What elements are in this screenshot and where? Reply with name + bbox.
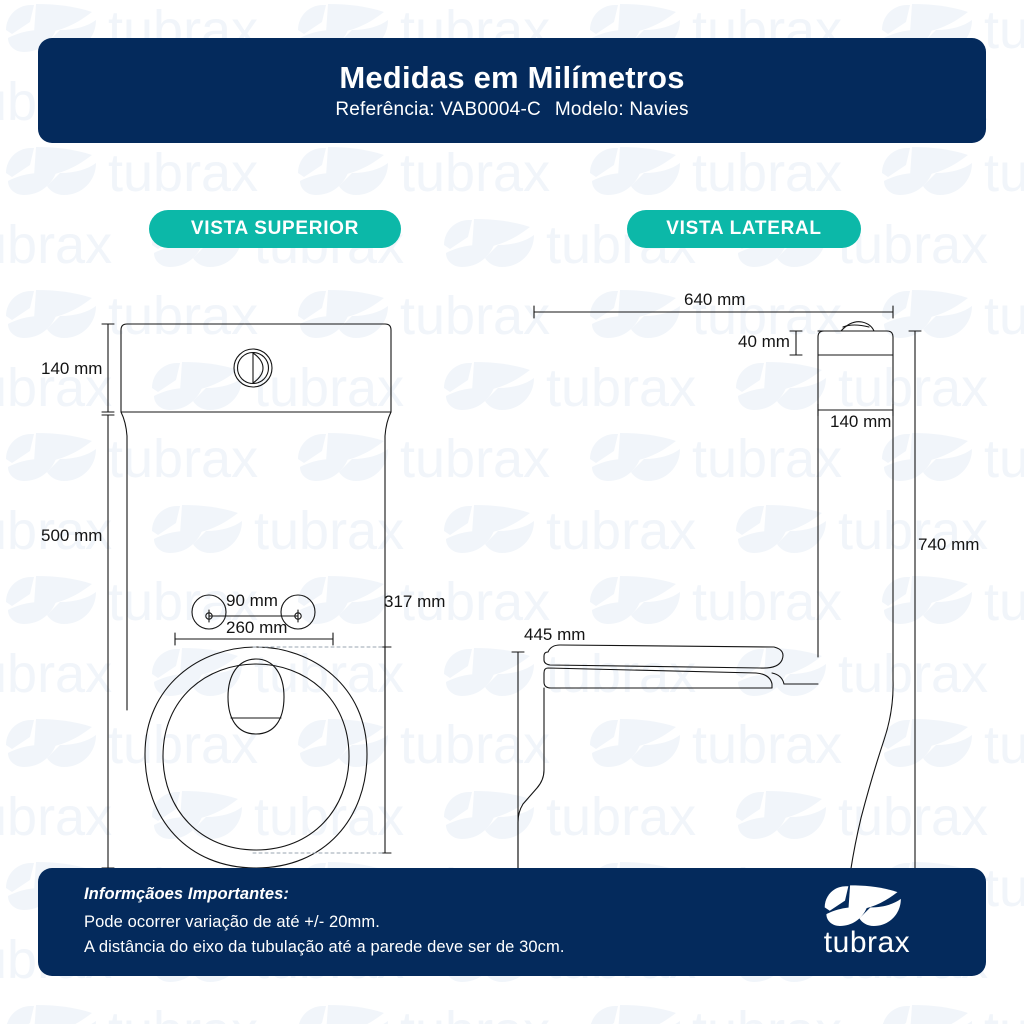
footer-text-block: Informçãoes Importantes: Pode ocorrer va…: [84, 885, 784, 960]
reference-label: Referência: VAB0004-C: [335, 99, 541, 121]
dim-label-500: 500 mm: [41, 526, 102, 545]
dim-label-445: 445 mm: [524, 625, 585, 644]
top-view-extension-leaders: [252, 646, 386, 854]
bowl-right-edge: [384, 411, 392, 711]
tubrax-wordmark: tubrax: [823, 926, 911, 959]
seat-inner-contour: [162, 663, 350, 851]
footer-note-variation: Pode ocorrer variação de até +/- 20mm.: [84, 913, 380, 931]
seat-opening: [227, 658, 285, 735]
footer-banner: Informçãoes Importantes: Pode ocorrer va…: [38, 868, 986, 976]
seat-lid-profile: [543, 644, 784, 669]
footer-heading: Informçãoes Importantes:: [84, 885, 290, 903]
seat-outer-contour: [144, 646, 368, 869]
model-label: Modelo: Navies: [554, 99, 689, 121]
dim-label-90: 90 mm: [226, 591, 278, 610]
lid-button-crease: [842, 324, 870, 328]
dim-label-740: 740 mm: [918, 535, 979, 554]
tubrax-leaf-icon: [824, 885, 901, 926]
seat-ring-profile: [543, 667, 773, 689]
bowl-left-edge: [120, 411, 128, 711]
badge-vista-lateral: VISTA LATERAL: [627, 210, 861, 248]
footer-note-distance: A distância do eixo da tubulação até a p…: [84, 938, 565, 957]
tubrax-logo: tubrax: [792, 882, 942, 962]
dim-label-40: 40 mm: [738, 332, 790, 351]
dim-label-260: 260 mm: [226, 618, 287, 637]
side-view-drawing: [517, 321, 894, 870]
technical-drawing: 140 mm 500 mm 90 mm 260 mm 317 mm 345 mm…: [41, 290, 979, 870]
dim-label-640: 640 mm: [684, 290, 745, 309]
badge-vista-superior: VISTA SUPERIOR: [149, 210, 401, 248]
page-title: Medidas em Milímetros: [339, 59, 685, 95]
flush-button-lobe: [252, 352, 264, 384]
side-view-dimensions: [511, 305, 922, 870]
tank-upper-band: [817, 354, 894, 411]
dim-label-317: 317 mm: [384, 592, 445, 611]
header-banner: Medidas em Milímetros Referência: VAB000…: [38, 38, 986, 143]
tank-outline: [120, 323, 392, 413]
header-subline: Referência: VAB0004-C Modelo: Navies: [335, 99, 688, 121]
bowl-front-profile: [517, 687, 545, 870]
dim-label-140-top: 140 mm: [41, 359, 102, 378]
bowl-rear-profile: [850, 679, 894, 870]
seat-hinge-curve: [771, 672, 785, 685]
dim-label-140-side: 140 mm: [830, 412, 891, 431]
tank-lid-outline: [817, 330, 894, 356]
